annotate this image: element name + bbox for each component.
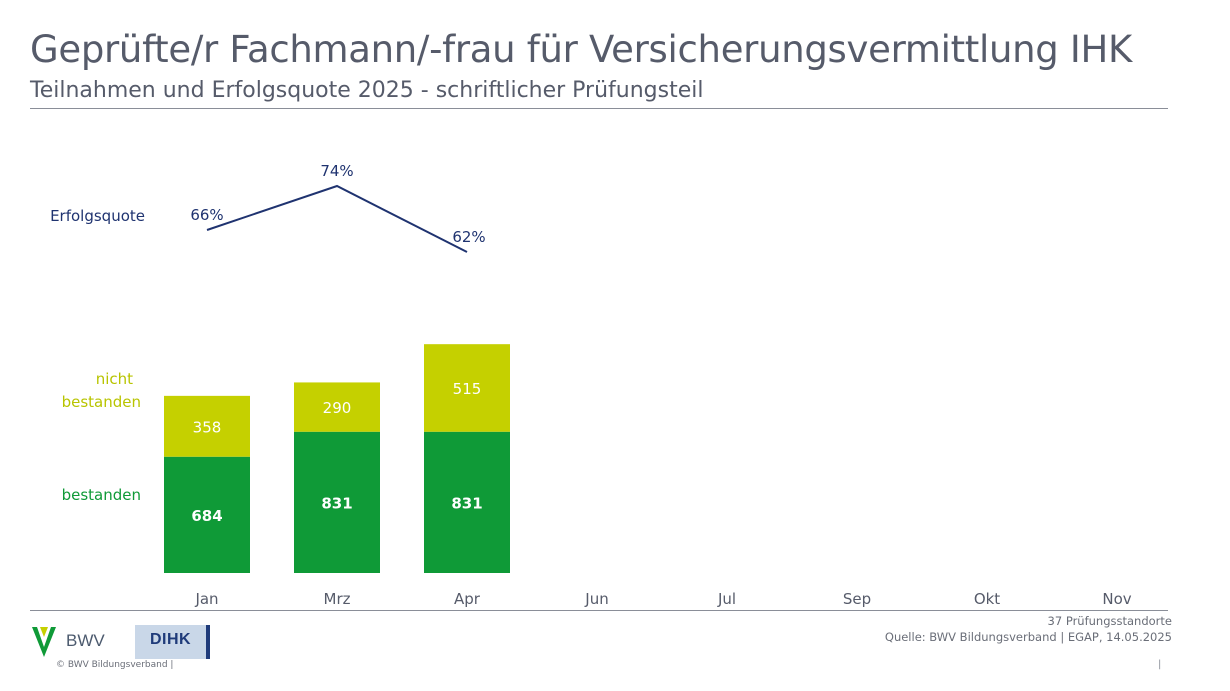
x-tick-label-sep: Sep [843,590,871,608]
source-note: Quelle: BWV Bildungsverband | EGAP, 14.0… [884,630,1172,644]
x-tick-label-okt: Okt [974,590,1000,608]
page-subtitle: Teilnahmen und Erfolgsquote 2025 - schri… [30,78,704,103]
dihk-logo-text: DIHK [150,631,192,648]
dihk-logo-icon [135,625,206,659]
bar-label-nicht-bestanden-jan: 358 [193,418,222,436]
x-tick-label-jul: Jul [717,590,736,608]
legend-nicht-bestanden-line2: bestanden [62,393,141,411]
x-tick-label-apr: Apr [454,590,481,608]
bar-label-bestanden-jan: 684 [191,507,222,525]
bar-label-nicht-bestanden-apr: 515 [453,380,482,398]
x-tick-label-jun: Jun [584,590,608,608]
copyright-note: © BWV Bildungsverband | [56,660,174,670]
bar-nicht-bestanden-apr [424,344,510,432]
x-tick-label-nov: Nov [1102,590,1131,608]
bar-bestanden-mrz [294,431,380,573]
locations-note: 37 Prüfungsstandorte [1047,614,1172,628]
erfolgsquote-label-apr: 62% [452,228,485,246]
bars-layer [164,344,510,573]
legend-layer: Erfolgsquote nicht bestanden bestanden [50,207,145,504]
erfolgsquote-label-jan: 66% [190,206,223,224]
x-tick-label-mrz: Mrz [324,590,351,608]
bar-label-nicht-bestanden-mrz: 290 [323,399,352,417]
legend-nicht-bestanden-line1: nicht [96,370,133,388]
bar-label-bestanden-mrz: 831 [321,494,352,512]
bar-bestanden-jan [164,456,250,573]
erfolgsquote-label-mrz: 74% [320,162,353,180]
bwv-logo-text: BWV [66,631,105,650]
page-title: Geprüfte/r Fachmann/-frau für Versicheru… [30,28,1133,71]
bar-label-bestanden-apr: 831 [451,494,482,512]
erfolgsquote-line [206,184,468,253]
x-tick-label-jan: Jan [194,590,218,608]
footer-divider [30,610,1168,611]
header-divider [30,108,1168,109]
labels-layer: Jan 684 358 Mrz 831 290 Apr 831 515 Jun Jul Sep Okt N… [190,162,1131,608]
dihk-logo-bar [206,625,210,659]
line-layer [206,184,468,253]
bar-nicht-bestanden-mrz [294,382,380,432]
bwv-logo-icon [32,627,56,657]
bar-bestanden-apr [424,431,510,573]
legend-bestanden: bestanden [62,486,141,504]
page-marker: | [1158,659,1162,670]
legend-erfolgsquote: Erfolgsquote [50,207,145,225]
bar-nicht-bestanden-jan [164,395,250,457]
